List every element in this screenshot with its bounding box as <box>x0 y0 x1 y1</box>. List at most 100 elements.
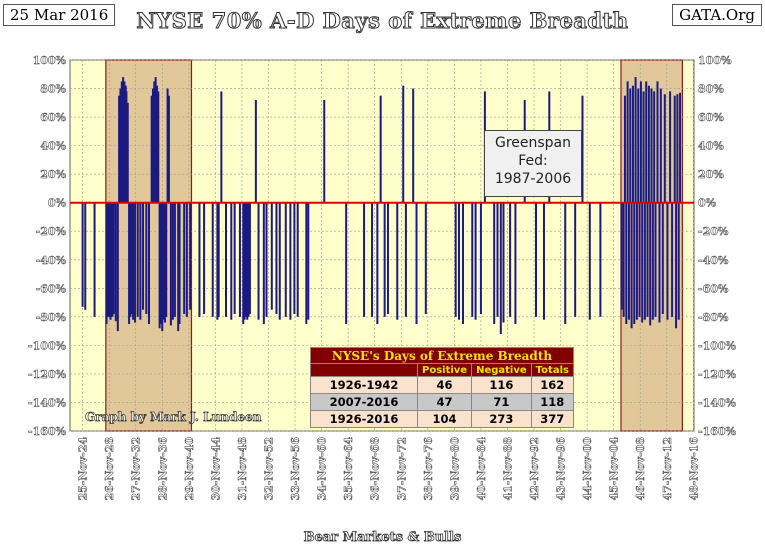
table-title: NYSE's Days of Extreme Breadth <box>310 347 574 364</box>
x-tick-label: 40-Nov-84 <box>475 437 488 501</box>
y-axis-right-ticks: 100% 80% 60% 40% 20% 0% -20% -40% -60% -80% -100% -… <box>698 54 737 439</box>
row-negative: 273 <box>471 410 532 428</box>
breadth-bar <box>663 94 666 203</box>
breadth-bar <box>162 202 165 320</box>
x-axis-title: Bear Markets & Bulls <box>303 530 462 546</box>
breadth-bar <box>307 202 310 320</box>
breadth-bar <box>646 202 649 317</box>
greenspan-annotation: Greenspan Fed: 1987-2006 <box>484 130 582 197</box>
breadth-bar <box>637 88 640 203</box>
breadth-bar <box>122 77 125 203</box>
breadth-bar <box>650 88 653 203</box>
breadth-bar <box>147 202 150 324</box>
breadth-bar <box>265 202 268 317</box>
breadth-bar <box>142 202 145 310</box>
breadth-bar <box>653 91 656 203</box>
breadth-bar <box>129 202 132 317</box>
x-tick-label: 37-Nov-72 <box>395 437 408 501</box>
breadth-bar <box>588 202 591 320</box>
breadth-bar <box>458 202 461 320</box>
breadth-bar <box>514 202 517 324</box>
breadth-bar <box>123 81 126 203</box>
header-negative: Negative <box>471 363 532 377</box>
breadth-bar <box>679 92 682 203</box>
row-period: 1926-2016 <box>310 410 418 428</box>
x-tick-label: 46-Nov-08 <box>634 437 647 501</box>
breadth-bar <box>155 85 158 203</box>
row-positive: 104 <box>416 410 473 428</box>
x-tick-label: 25-Nov-24 <box>77 437 90 501</box>
breadth-bar <box>216 202 219 320</box>
breadth-bar <box>112 202 115 314</box>
y-tick-label-right: -160% <box>698 425 737 438</box>
breadth-bar <box>649 202 652 326</box>
y-tick-label-right: -140% <box>698 396 737 409</box>
breadth-bar <box>415 202 418 324</box>
breadth-bar <box>111 202 114 317</box>
y-tick-label-left: -40% <box>36 254 67 267</box>
breadth-bar <box>211 202 214 317</box>
row-total: 118 <box>530 393 574 411</box>
breadth-bar <box>151 88 154 203</box>
breadth-bar <box>178 202 181 324</box>
breadth-bar <box>424 202 427 314</box>
breadth-bar <box>150 95 153 203</box>
breadth-bar <box>189 202 192 310</box>
y-tick-label-left: -120% <box>28 368 67 381</box>
annotation-line-3: 1987-2006 <box>494 171 572 187</box>
breadth-bar <box>638 202 641 317</box>
breadth-bar <box>643 202 646 320</box>
breadth-bar <box>461 202 464 324</box>
y-tick-label-left: -80% <box>36 311 67 324</box>
y-tick-label-left: -160% <box>28 425 67 438</box>
breadth-bar <box>499 202 502 334</box>
breadth-bar <box>654 202 657 317</box>
breadth-bar <box>675 202 678 329</box>
breadth-bar <box>396 202 399 320</box>
extreme-breadth-table: NYSE's Days of Extreme Breadth Positive … <box>310 347 574 428</box>
breadth-bar <box>622 202 625 317</box>
breadth-bar <box>677 202 680 320</box>
breadth-bar <box>642 91 645 203</box>
breadth-bar <box>631 85 634 203</box>
date-label: 25 Mar 2016 <box>3 4 116 26</box>
x-tick-label: 33-Nov-56 <box>289 437 302 501</box>
row-period: 2007-2016 <box>310 393 418 411</box>
breadth-bar <box>502 202 505 323</box>
x-tick-label: 43-Nov-96 <box>555 437 568 501</box>
breadth-bar <box>163 202 166 323</box>
breadth-bar <box>671 202 674 317</box>
x-tick-label: 42-Nov-92 <box>528 437 541 501</box>
breadth-bar <box>120 81 123 203</box>
x-tick-label: 45-Nov-04 <box>608 437 621 501</box>
x-tick-label: 47-Nov-12 <box>661 437 674 501</box>
breadth-bar <box>383 202 386 317</box>
breadth-bar <box>278 202 281 320</box>
breadth-bar <box>183 202 186 314</box>
y-tick-label-right: 0% <box>698 197 717 210</box>
breadth-bar <box>262 202 265 324</box>
breadth-bar <box>454 202 457 317</box>
breadth-bar <box>220 91 223 203</box>
row-negative: 116 <box>471 376 532 394</box>
breadth-bar <box>581 95 584 203</box>
breadth-bar <box>238 202 241 317</box>
x-axis-ticks: 25-Nov-24 26-Nov-28 27-Nov-32 28-Nov-36 29-N… <box>76 436 700 501</box>
row-positive: 46 <box>416 376 473 394</box>
y-tick-label-left: 60% <box>40 111 66 124</box>
breadth-bar <box>471 202 474 317</box>
x-tick-label: 39-Nov-80 <box>448 437 461 501</box>
breadth-bar <box>669 91 672 203</box>
breadth-bar <box>402 85 405 203</box>
y-tick-label-right: 80% <box>698 83 724 96</box>
x-tick-label: 41-Nov-88 <box>501 437 514 501</box>
row-total: 162 <box>530 376 574 394</box>
breadth-bar <box>620 202 623 310</box>
breadth-bar <box>289 202 292 320</box>
y-tick-label-left: -140% <box>28 396 67 409</box>
breadth-bar <box>293 202 296 314</box>
breadth-bar <box>474 202 477 320</box>
breadth-bar <box>627 202 630 320</box>
y-tick-label-left: 100% <box>33 54 67 67</box>
breadth-bar <box>116 202 119 332</box>
